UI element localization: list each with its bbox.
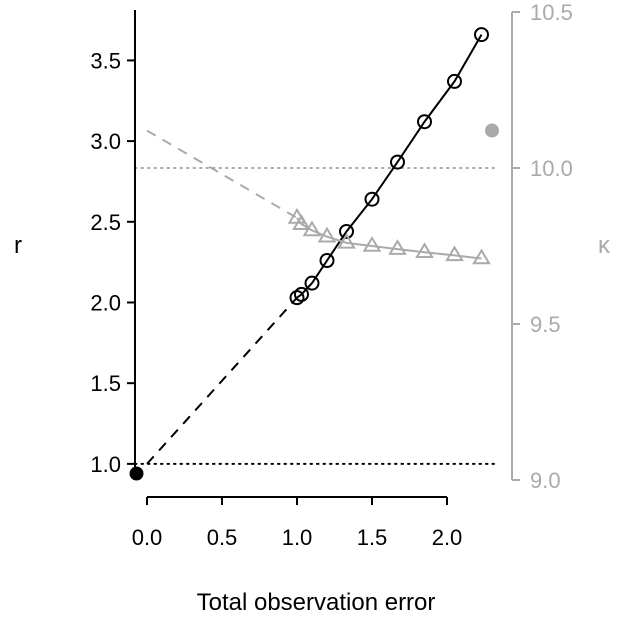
data-point-circle: [390, 154, 405, 170]
data-point-circle: [417, 114, 432, 130]
y-left-tick-label: 2.5: [90, 210, 121, 235]
y-right-axis-title: κ: [598, 232, 611, 259]
x-tick-label: 0.5: [207, 525, 238, 550]
data-point-triangle: [362, 236, 382, 252]
data-point-triangle: [302, 220, 322, 237]
tick-labels: 1.0 1.5 2.0 2.5 3.0 3.5 0.0 0.5 1.0 1.5 2.0 9.0 9.5 1…: [90, 0, 572, 550]
x-axis-title: Total observation error: [197, 589, 436, 616]
y-left-tick-label: 1.0: [90, 452, 121, 477]
extrapolation-line-left: [146, 296, 298, 465]
reference-point-right: [485, 123, 499, 138]
data-point-triangle: [415, 242, 434, 259]
series-points: [129, 27, 499, 481]
x-tick-label: 1.5: [357, 525, 388, 550]
series-line-right: [296, 217, 482, 260]
series-line-left: [296, 34, 483, 299]
data-point-circle: [474, 27, 489, 43]
y-right-tick-label: 10.5: [530, 0, 573, 25]
y-right-tick-label: 9.5: [530, 312, 561, 337]
data-point-circle: [294, 286, 309, 302]
axes: [127, 10, 520, 505]
x-tick-label: 2.0: [432, 525, 463, 550]
data-point-triangle: [388, 239, 407, 255]
y-left-tick-label: 3.5: [90, 48, 121, 73]
data-point-circle: [319, 253, 335, 269]
y-right-tick-label: 10.0: [530, 156, 573, 181]
data-point-triangle: [472, 248, 491, 265]
data-point-circle: [364, 191, 380, 207]
y-left-tick-label: 3.0: [90, 129, 121, 154]
y-right-tick-label: 9.0: [530, 468, 561, 493]
y-left-tick-label: 2.0: [90, 290, 121, 315]
data-point-triangle: [337, 232, 356, 249]
extrapolation-line-right: [146, 129, 298, 219]
data-point-circle: [304, 275, 320, 291]
reference-lines: [134, 167, 496, 465]
x-tick-label: 0.0: [132, 525, 163, 550]
series-lines: [146, 34, 483, 465]
y-left-axis-title: r: [14, 232, 22, 259]
data-point-circle: [339, 223, 354, 239]
x-tick-label: 1.0: [282, 525, 313, 550]
data-point-triangle: [317, 226, 337, 243]
y-left-tick-label: 1.5: [90, 371, 121, 396]
data-point-circle: [447, 73, 462, 89]
reference-point-left: [129, 466, 144, 481]
data-point-triangle: [292, 214, 311, 230]
data-point-triangle: [445, 245, 464, 262]
